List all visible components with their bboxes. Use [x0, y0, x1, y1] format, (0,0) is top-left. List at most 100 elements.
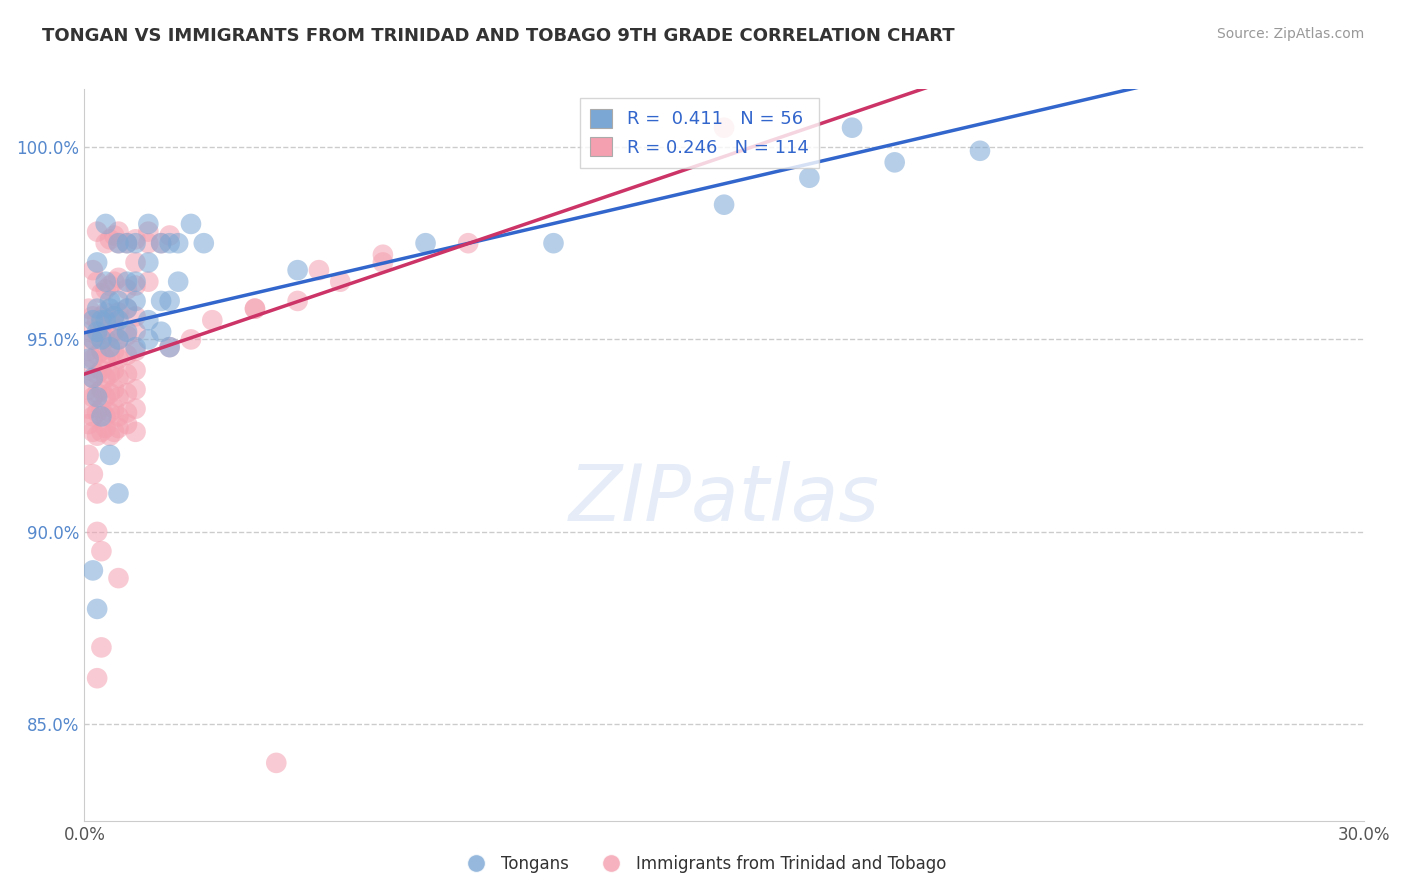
Point — [86, 524, 108, 539]
Point — [180, 217, 202, 231]
Point — [124, 232, 146, 246]
Point — [82, 425, 104, 439]
Point — [86, 406, 108, 420]
Point — [98, 232, 121, 246]
Point — [82, 371, 104, 385]
Point — [115, 282, 138, 296]
Point — [243, 301, 266, 316]
Point — [98, 313, 121, 327]
Point — [841, 120, 863, 135]
Point — [86, 325, 108, 339]
Point — [90, 343, 112, 358]
Point — [86, 390, 108, 404]
Point — [457, 236, 479, 251]
Point — [82, 409, 104, 424]
Point — [107, 371, 129, 385]
Point — [86, 386, 108, 401]
Point — [115, 275, 138, 289]
Point — [86, 602, 108, 616]
Point — [287, 263, 309, 277]
Point — [77, 343, 100, 358]
Point — [138, 313, 160, 327]
Point — [94, 421, 117, 435]
Point — [415, 236, 437, 251]
Point — [371, 248, 394, 262]
Point — [115, 328, 138, 343]
Point — [98, 278, 121, 293]
Point — [90, 383, 112, 397]
Point — [77, 301, 100, 316]
Point — [82, 563, 104, 577]
Point — [77, 448, 100, 462]
Point — [115, 236, 138, 251]
Point — [86, 255, 108, 269]
Point — [124, 340, 146, 354]
Point — [107, 333, 129, 347]
Point — [90, 333, 112, 347]
Point — [107, 293, 129, 308]
Point — [138, 236, 160, 251]
Point — [77, 325, 100, 339]
Point — [150, 325, 173, 339]
Y-axis label: 9th Grade: 9th Grade — [0, 409, 6, 500]
Point — [103, 325, 125, 339]
Point — [98, 340, 121, 354]
Point — [969, 144, 991, 158]
Point — [713, 120, 735, 135]
Point — [94, 305, 117, 319]
Point — [90, 401, 112, 416]
Point — [308, 263, 330, 277]
Point — [94, 409, 117, 424]
Point — [77, 351, 100, 366]
Point — [264, 756, 288, 770]
Point — [98, 448, 121, 462]
Point — [103, 228, 125, 243]
Point — [98, 406, 121, 420]
Point — [115, 406, 138, 420]
Point — [159, 293, 181, 308]
Point — [115, 417, 138, 431]
Point — [107, 421, 129, 435]
Point — [103, 383, 125, 397]
Point — [94, 371, 117, 385]
Point — [103, 363, 125, 377]
Point — [103, 401, 125, 416]
Point — [90, 363, 112, 377]
Point — [86, 671, 108, 685]
Point — [98, 293, 121, 308]
Legend: R =  0.411   N = 56, R = 0.246   N = 114: R = 0.411 N = 56, R = 0.246 N = 114 — [579, 98, 820, 168]
Point — [82, 263, 104, 277]
Point — [98, 348, 121, 362]
Point — [180, 333, 202, 347]
Point — [107, 409, 129, 424]
Point — [94, 313, 117, 327]
Point — [82, 467, 104, 482]
Text: TONGAN VS IMMIGRANTS FROM TRINIDAD AND TOBAGO 9TH GRADE CORRELATION CHART: TONGAN VS IMMIGRANTS FROM TRINIDAD AND T… — [42, 27, 955, 45]
Point — [82, 390, 104, 404]
Point — [86, 328, 108, 343]
Point — [167, 275, 190, 289]
Point — [138, 225, 160, 239]
Point — [150, 293, 173, 308]
Point — [86, 301, 108, 316]
Point — [115, 348, 138, 362]
Point — [329, 275, 352, 289]
Point — [98, 428, 121, 442]
Point — [115, 301, 138, 316]
Point — [107, 225, 129, 239]
Point — [124, 278, 146, 293]
Point — [371, 255, 394, 269]
Point — [82, 313, 104, 327]
Point — [159, 228, 181, 243]
Point — [124, 425, 146, 439]
Point — [103, 310, 125, 324]
Point — [138, 275, 160, 289]
Point — [90, 409, 112, 424]
Point — [86, 486, 108, 500]
Point — [150, 236, 173, 251]
Point — [86, 225, 108, 239]
Point — [107, 236, 129, 251]
Point — [107, 333, 129, 347]
Point — [124, 236, 146, 251]
Point — [799, 170, 821, 185]
